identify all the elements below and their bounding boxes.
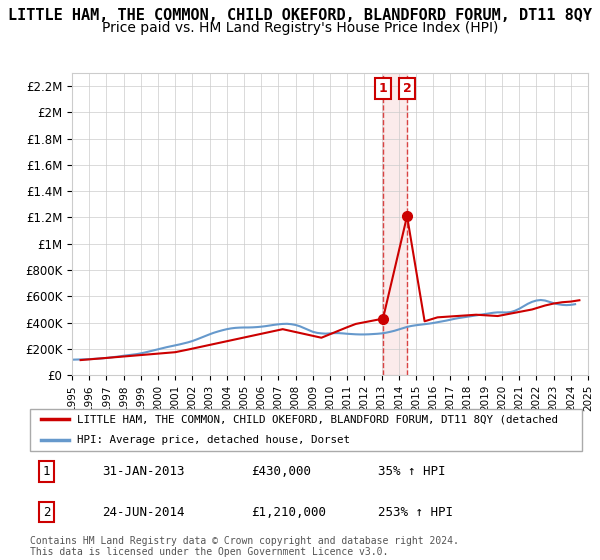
Text: 1: 1 bbox=[379, 82, 388, 95]
Bar bbox=[383, 73, 407, 375]
Text: 24-JUN-2014: 24-JUN-2014 bbox=[102, 506, 184, 519]
Text: 35% ↑ HPI: 35% ↑ HPI bbox=[378, 465, 445, 478]
Text: HPI: Average price, detached house, Dorset: HPI: Average price, detached house, Dors… bbox=[77, 435, 350, 445]
FancyBboxPatch shape bbox=[30, 409, 582, 451]
Text: £430,000: £430,000 bbox=[251, 465, 311, 478]
Text: 2: 2 bbox=[403, 82, 412, 95]
Text: 2: 2 bbox=[43, 506, 50, 519]
Text: LITTLE HAM, THE COMMON, CHILD OKEFORD, BLANDFORD FORUM, DT11 8QY (detached: LITTLE HAM, THE COMMON, CHILD OKEFORD, B… bbox=[77, 414, 558, 424]
Text: 31-JAN-2013: 31-JAN-2013 bbox=[102, 465, 184, 478]
Text: Price paid vs. HM Land Registry's House Price Index (HPI): Price paid vs. HM Land Registry's House … bbox=[102, 21, 498, 35]
Text: LITTLE HAM, THE COMMON, CHILD OKEFORD, BLANDFORD FORUM, DT11 8QY: LITTLE HAM, THE COMMON, CHILD OKEFORD, B… bbox=[8, 8, 592, 24]
Text: £1,210,000: £1,210,000 bbox=[251, 506, 326, 519]
Text: 253% ↑ HPI: 253% ↑ HPI bbox=[378, 506, 453, 519]
Text: 1: 1 bbox=[43, 465, 50, 478]
Text: Contains HM Land Registry data © Crown copyright and database right 2024.
This d: Contains HM Land Registry data © Crown c… bbox=[30, 535, 459, 557]
